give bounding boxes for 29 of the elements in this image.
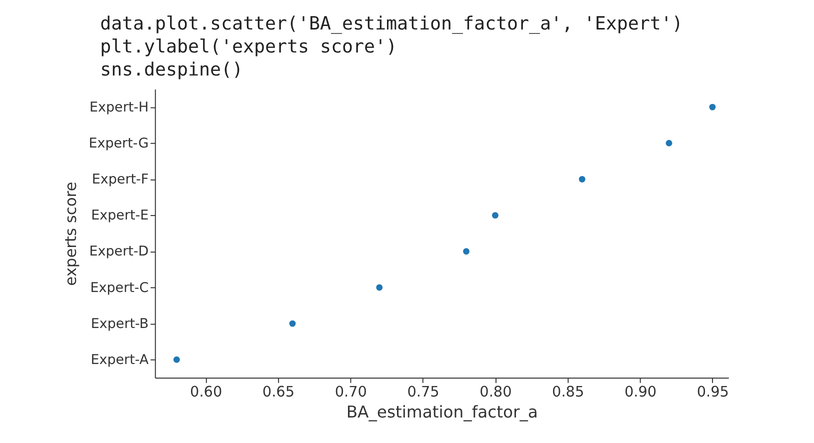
y-axis-title: experts score — [62, 182, 80, 286]
y-tick-label: Expert-C — [90, 280, 149, 296]
x-tick-label: 0.65 — [262, 384, 295, 400]
y-tick-label: Expert-E — [91, 208, 149, 224]
x-axis-title: BA_estimation_factor_a — [346, 402, 538, 422]
text: data.plot.scatter('BA_estimation_factor_a', 'Expert') — [100, 13, 683, 34]
point — [666, 140, 672, 146]
x-tick-label: 0.85 — [552, 384, 584, 400]
point — [709, 104, 716, 110]
y-tick-label: Expert-A — [90, 352, 150, 368]
point — [376, 284, 383, 291]
y-tick-label: Expert-B — [90, 316, 149, 332]
text: plt.ylabel('experts score') — [100, 36, 397, 58]
y-tick-label: Expert-G — [88, 135, 149, 152]
point — [463, 248, 470, 255]
point — [492, 212, 498, 219]
point — [173, 356, 180, 363]
x-tick-label: 0.60 — [190, 384, 222, 400]
x-tick-label: 0.95 — [696, 384, 729, 400]
x-tick-label: 0.75 — [407, 384, 440, 400]
x-tick-label: 0.70 — [334, 384, 367, 400]
x-tick-label: 0.80 — [480, 384, 512, 400]
text: sns.despine() — [100, 60, 244, 81]
point — [578, 176, 586, 182]
y-tick-label: Expert-H — [90, 99, 149, 116]
x-tick-label: 0.90 — [624, 384, 657, 400]
y-tick-label: Expert-D — [89, 244, 149, 260]
y-tick-label: Expert-F — [92, 172, 149, 188]
point — [289, 320, 296, 327]
